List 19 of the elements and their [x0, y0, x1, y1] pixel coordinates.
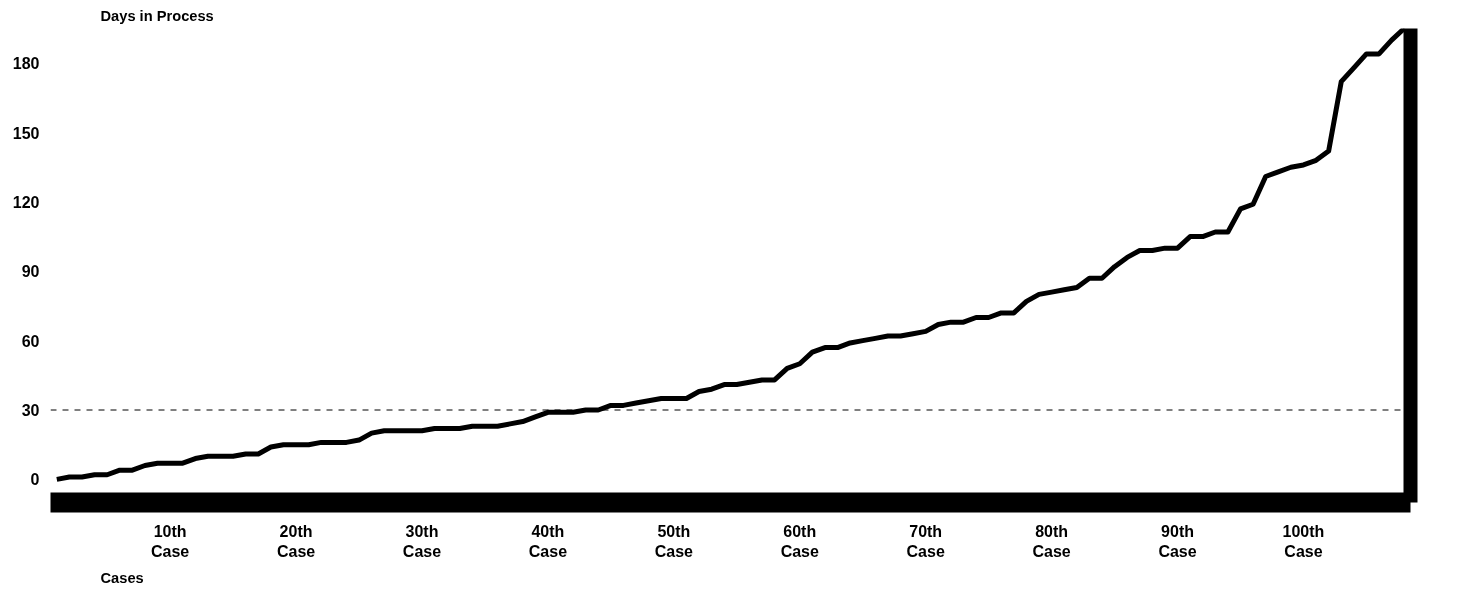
y-tick-label: 180: [12, 55, 40, 73]
y-axis-title: Days in Process: [100, 7, 214, 24]
y-tick-label: 0: [30, 471, 40, 489]
x-tick-label: 50th Case: [654, 522, 694, 560]
x-tick-label: 80th Case: [1032, 522, 1071, 560]
x-tick-label: 40th Case: [528, 522, 568, 560]
x-tick-label: 10th Case: [151, 522, 190, 560]
y-tick-label: 150: [12, 124, 40, 142]
y-tick-label: 30: [21, 402, 40, 420]
x-tick-label: 20th Case: [276, 522, 316, 560]
x-tick-label: 90th Case: [1158, 522, 1197, 560]
x-axis-title: Cases: [100, 569, 144, 586]
x-tick-label: 60th Case: [780, 522, 819, 560]
x-tick-label: 30th Case: [402, 522, 442, 560]
x-tick-label: 70th Case: [906, 522, 945, 560]
x-tick-label: 100th Case: [1282, 522, 1325, 560]
y-tick-label: 120: [12, 193, 40, 211]
y-tick-label: 60: [21, 332, 40, 350]
y-tick-label: 90: [21, 263, 40, 281]
